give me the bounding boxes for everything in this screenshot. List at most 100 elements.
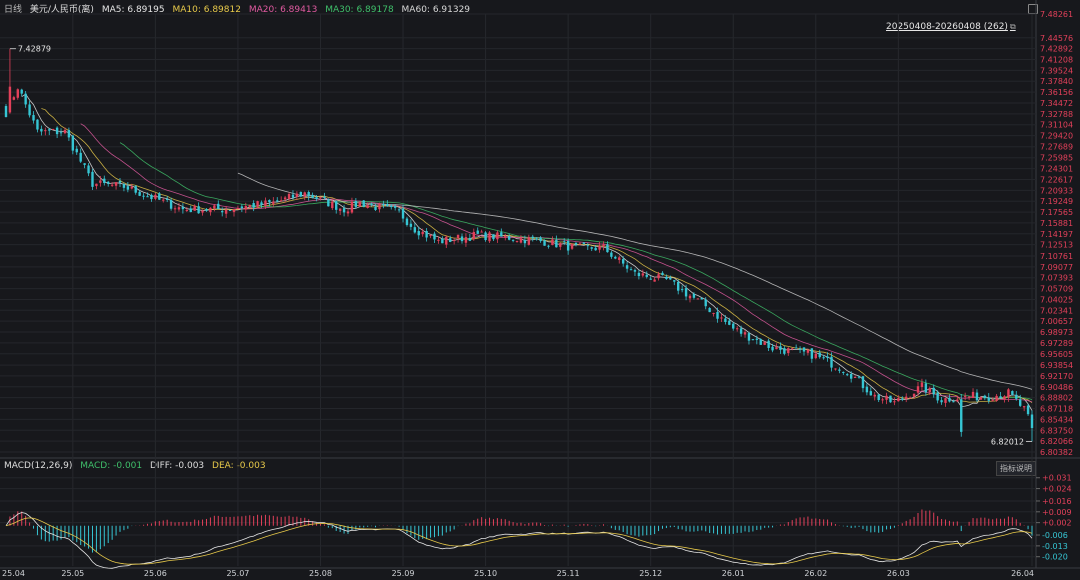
candle-body (492, 234, 495, 240)
candle (433, 231, 436, 243)
candle (960, 393, 963, 437)
candle (747, 331, 751, 345)
candle-body (559, 243, 562, 247)
candle (865, 383, 869, 396)
candle (834, 368, 837, 371)
y-tick-label: 6.82066 (1040, 437, 1073, 446)
y-tick-label: 7.39524 (1040, 66, 1073, 75)
candle-body (979, 397, 983, 400)
candle (71, 134, 75, 155)
candle (390, 204, 393, 210)
y-tick-label: 6.83750 (1040, 426, 1073, 435)
candle-body (889, 395, 892, 403)
candle-body (496, 232, 499, 240)
candle-body (95, 183, 98, 187)
candle (299, 191, 303, 198)
candle-body (775, 347, 778, 350)
diff-line (5, 512, 1033, 569)
candle-body (358, 201, 361, 207)
date-range[interactable]: 20250408-20260408 (262) ⧉ (886, 22, 1016, 32)
candle-body (881, 399, 884, 401)
candle (130, 183, 133, 190)
candle (877, 393, 880, 403)
macd-header: MACD(12,26,9) MACD: -0.001 DIFF: -0.003 … (4, 461, 271, 471)
y-tick-label: 6.98973 (1040, 328, 1073, 337)
candle (425, 228, 428, 242)
candle (519, 235, 523, 244)
candle-body (28, 104, 31, 116)
candle-body (201, 210, 204, 213)
y-tick-label: 6.87118 (1040, 405, 1073, 414)
candle-body (543, 240, 546, 246)
ma10-value: MA10: 6.89812 (172, 5, 241, 15)
chart-header: 日线 美元/人民币(离) MA5: 6.89195 MA10: 6.89812 … (4, 2, 475, 15)
x-tick-label: 25.08 (309, 569, 332, 578)
candle (185, 207, 189, 213)
candle (696, 298, 700, 300)
y-tick-label: 7.42892 (1040, 45, 1073, 54)
candle-body (189, 208, 192, 213)
candle (500, 228, 503, 237)
candle-body (838, 369, 841, 371)
candle (873, 392, 876, 401)
indicator-help-button[interactable]: 指标说明 (996, 461, 1036, 476)
candle (240, 204, 244, 213)
candle-body (971, 391, 975, 399)
candle-body (401, 208, 405, 219)
candle (1015, 391, 1018, 401)
candle (885, 392, 888, 405)
candle (948, 394, 951, 403)
candle-body (48, 129, 51, 131)
x-tick-label: 25.12 (639, 569, 662, 578)
candle (264, 197, 267, 210)
candle (126, 181, 130, 193)
candle (134, 185, 137, 195)
candle-body (165, 198, 169, 200)
candle-body (382, 204, 385, 206)
candle (735, 325, 739, 332)
dea-line (5, 517, 1033, 565)
candle-body (991, 400, 994, 402)
y-tick-label: 7.17565 (1040, 208, 1073, 217)
macd-y-tick-label: -0.013 (1042, 542, 1068, 551)
candle (535, 237, 538, 241)
candle-body (221, 211, 224, 213)
candle-body (138, 191, 141, 196)
candle-body (566, 240, 570, 251)
y-tick-label: 7.44576 (1040, 34, 1073, 43)
y-tick-label: 7.48261 (1040, 10, 1073, 19)
candle (995, 393, 998, 402)
candle (692, 292, 696, 300)
candle (979, 396, 983, 400)
candle (574, 242, 578, 247)
candle-body (307, 192, 310, 197)
candle-body (311, 195, 314, 198)
candle-body (476, 230, 479, 234)
macd-value: MACD: -0.001 (80, 461, 143, 471)
candle (928, 386, 931, 396)
candle-body (842, 371, 845, 373)
candle (924, 379, 928, 396)
y-tick-label: 7.41208 (1040, 56, 1073, 65)
candle (614, 255, 617, 260)
candle-body (51, 128, 55, 130)
candle (806, 348, 810, 356)
candle (531, 234, 534, 242)
candle-body (897, 398, 900, 402)
candle-body (449, 238, 452, 242)
x-tick-label: 25.05 (61, 569, 84, 578)
candle-body (751, 339, 755, 341)
candle-body (952, 401, 955, 403)
candle (704, 297, 707, 310)
candle (983, 394, 987, 401)
period-label[interactable]: 日线 (4, 5, 23, 15)
candle (755, 335, 759, 345)
candle-body (893, 401, 896, 403)
candle (484, 231, 487, 242)
candle (653, 276, 656, 282)
candle-body (1019, 399, 1022, 406)
candle-body (425, 230, 428, 238)
candle (586, 242, 589, 250)
candle (279, 196, 283, 202)
candle-body (413, 227, 417, 233)
